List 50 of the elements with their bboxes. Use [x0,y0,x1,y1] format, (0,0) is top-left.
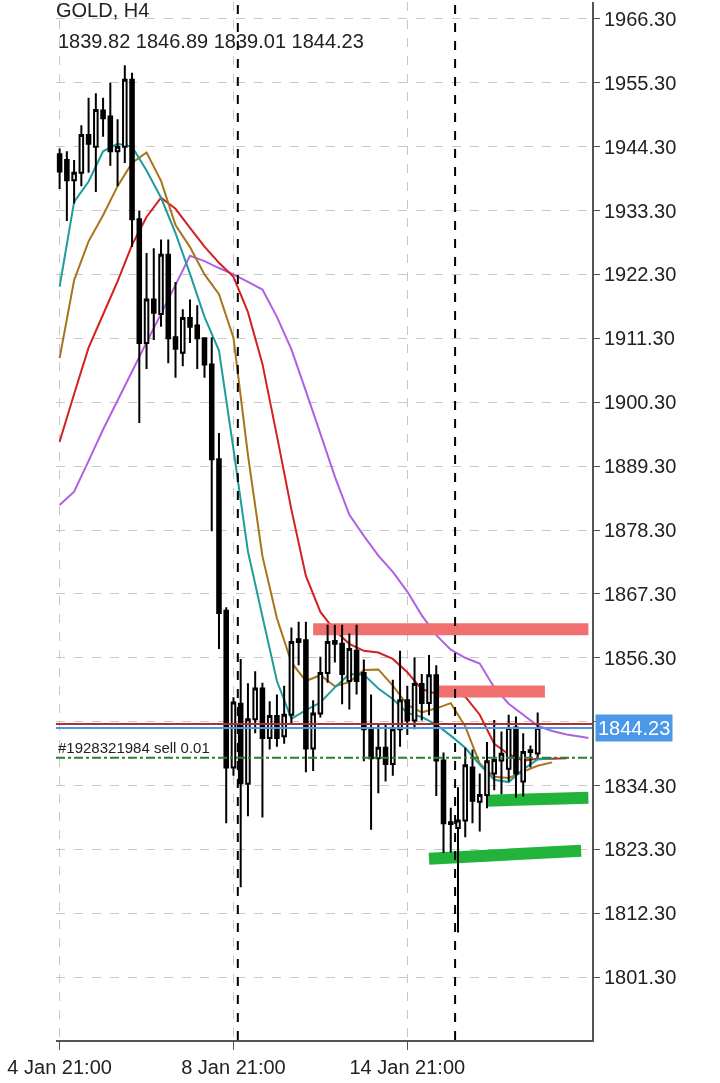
y-tick-label: 1933.30 [604,199,677,222]
candlestick [346,632,353,711]
candlestick [107,81,114,167]
y-tick-label: 1823.30 [604,838,677,861]
x-tick-label: 4 Jan 21:00 [7,1056,112,1078]
candlestick [469,748,476,825]
candlestick [288,626,295,725]
candlestick [78,124,85,188]
x-tick-label: 8 Jan 21:00 [181,1056,286,1078]
candlestick [324,623,331,684]
candlestick [498,730,505,796]
candlestick [143,251,150,371]
y-tick-label: 1922.30 [604,263,677,286]
candlestick [440,751,447,854]
ref-line-label: #1928321984 sell 0.01 [58,739,210,756]
y-tick-label: 1900.30 [604,391,677,414]
line-series [58,254,590,739]
candlestick [527,744,534,769]
y-tick-label: 1801.30 [604,966,677,989]
y-tick-label: 1856.30 [604,646,677,669]
candlestick [382,722,389,783]
y-tick-label: 1911.30 [604,327,675,350]
y-tick-label: 1889.30 [604,455,677,478]
candlestick [375,722,382,795]
y-tick-label: 1955.30 [604,71,677,94]
candlestick [317,655,324,719]
candlestick [56,147,63,191]
candlestick [259,681,266,819]
candlestick [505,713,512,783]
y-tick-label: 1867.30 [604,582,677,605]
y-tick-label: 1944.30 [604,135,677,158]
y-tick-label: 1878.30 [604,519,677,541]
candlestick [353,623,360,696]
candlestick [295,620,302,667]
candlestick [433,664,440,798]
candlestick [85,96,92,174]
x-tick-label: 14 Jan 21:00 [349,1056,466,1078]
chart-title: GOLD, H4 [56,0,150,22]
candlestick [136,209,143,425]
candlestick [534,711,541,760]
text: 1839.82 1846.89 1839.01 1844.23 [58,30,364,52]
candlestick [201,336,208,379]
y-tick-label: 1834.30 [604,774,677,797]
candlestick [165,238,172,365]
candlestick [114,118,121,188]
y-tick-label: 1966.30 [604,7,677,30]
ref-line-label: 1844.23 [598,717,671,739]
y-tick-label: 1812.30 [604,902,677,925]
candlestick [404,684,411,737]
candlestick [172,280,179,379]
